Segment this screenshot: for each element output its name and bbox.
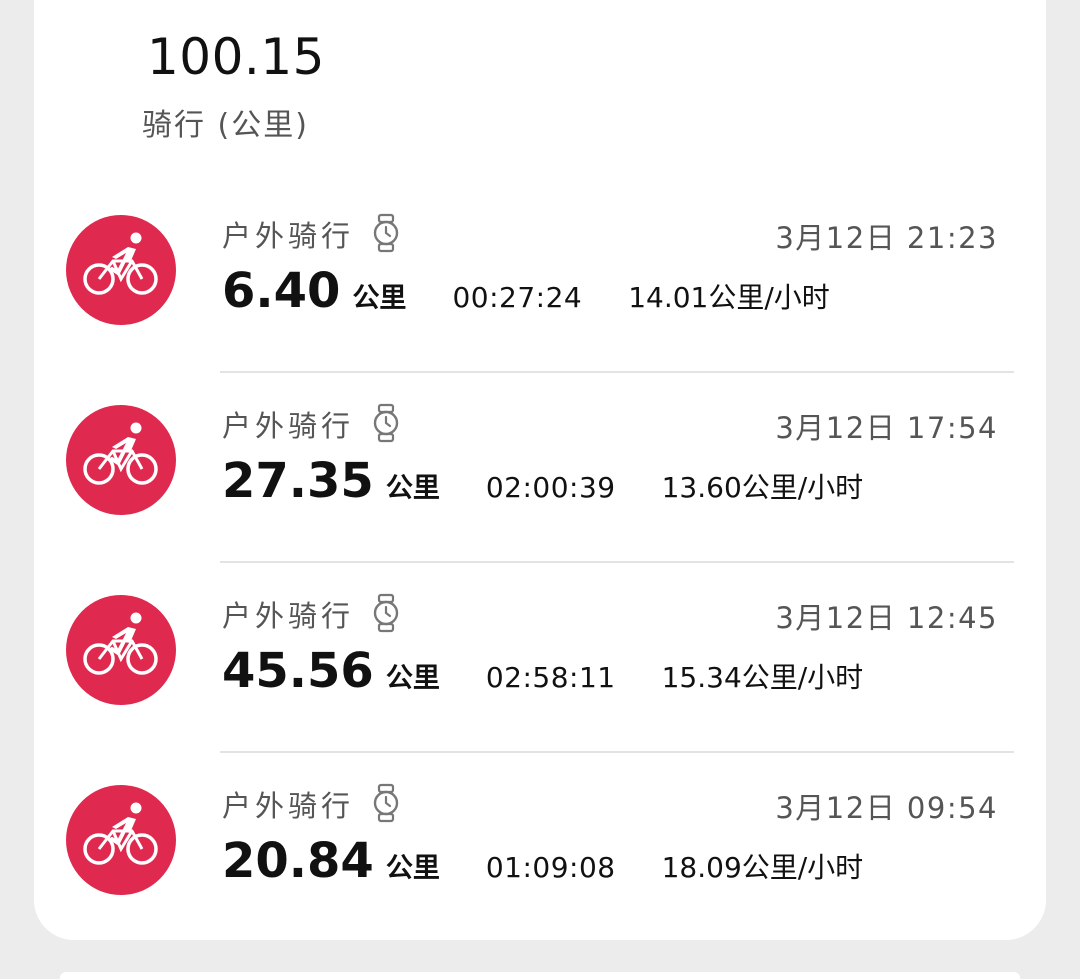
- divider: [220, 371, 1014, 373]
- activity-metrics: 20.84 公里 01:09:08 18.09公里/小时: [222, 833, 863, 893]
- distance-unit: 公里: [352, 283, 407, 314]
- activity-duration: 00:27:24: [452, 281, 583, 314]
- activity-speed: 18.09公里/小时: [661, 851, 864, 884]
- activity-time: 3月12日 17:54: [775, 411, 998, 445]
- watch-icon: [372, 403, 400, 443]
- activity-card: [34, 0, 1046, 940]
- cycling-icon: [66, 215, 176, 325]
- activity-duration: 02:00:39: [485, 471, 616, 504]
- activity-distance: 27.35: [222, 453, 374, 509]
- activity-speed: 13.60公里/小时: [661, 471, 864, 504]
- activity-time: 3月12日 09:54: [775, 791, 998, 825]
- activity-speed: 15.34公里/小时: [661, 661, 864, 694]
- activity-time: 3月12日 21:23: [775, 221, 998, 255]
- distance-unit: 公里: [385, 473, 440, 504]
- divider: [220, 751, 1014, 753]
- watch-icon: [372, 783, 400, 823]
- activity-time: 3月12日 12:45: [775, 601, 998, 635]
- activity-distance: 45.56: [222, 643, 374, 699]
- activity-speed: 14.01公里/小时: [628, 281, 830, 314]
- cycling-icon: [66, 785, 176, 895]
- divider: [220, 561, 1014, 563]
- activity-row[interactable]: 户外骑行 3月12日 17:54 27.35 公里 02:00:39 13.60…: [0, 373, 1080, 563]
- distance-unit: 公里: [385, 663, 440, 694]
- watch-icon: [372, 593, 400, 633]
- activity-title: 户外骑行: [222, 789, 355, 823]
- activity-metrics: 45.56 公里 02:58:11 15.34公里/小时: [222, 643, 863, 703]
- activity-title: 户外骑行: [222, 599, 355, 633]
- next-card-edge: [60, 972, 1020, 979]
- activity-row[interactable]: 户外骑行 3月12日 09:54 20.84 公里 01:09:08 18.09…: [0, 753, 1080, 943]
- activity-metrics: 27.35 公里 02:00:39 13.60公里/小时: [222, 453, 863, 513]
- activity-distance: 6.40: [222, 263, 341, 319]
- activity-duration: 01:09:08: [485, 851, 616, 884]
- total-distance-label: 骑行 (公里): [142, 108, 309, 143]
- distance-unit: 公里: [385, 853, 440, 884]
- activity-distance: 20.84: [222, 833, 374, 889]
- activity-row[interactable]: 户外骑行 3月12日 12:45 45.56 公里 02:58:11 15.34…: [0, 563, 1080, 753]
- total-distance-value: 100.15: [147, 28, 325, 86]
- activity-title: 户外骑行: [222, 219, 355, 253]
- activity-title: 户外骑行: [222, 409, 355, 443]
- watch-icon: [372, 213, 400, 253]
- cycling-icon: [66, 595, 176, 705]
- cycling-icon: [66, 405, 176, 515]
- activity-row[interactable]: 户外骑行 3月12日 21:23 6.40 公里 00:27:24 14.01公…: [0, 183, 1080, 373]
- activity-duration: 02:58:11: [485, 661, 616, 694]
- activity-metrics: 6.40 公里 00:27:24 14.01公里/小时: [222, 263, 830, 323]
